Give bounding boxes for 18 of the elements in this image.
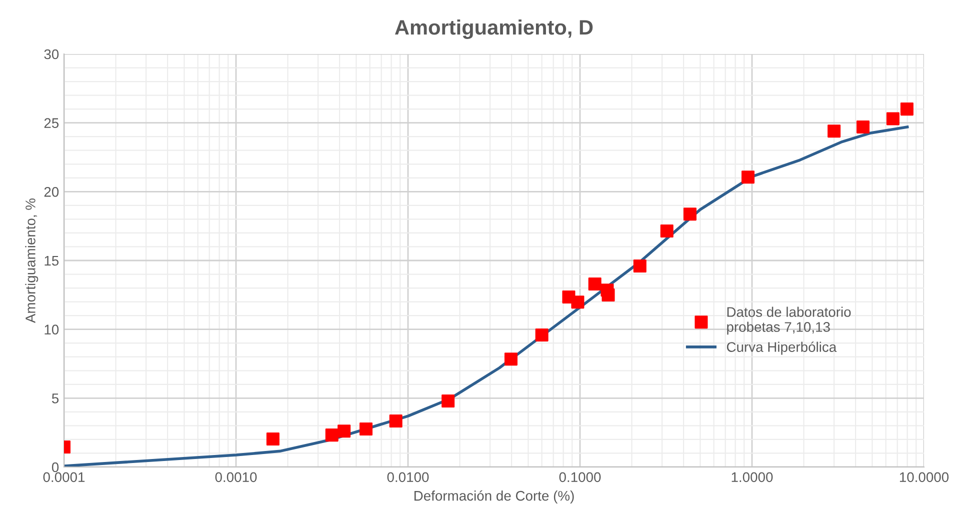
y-axis-title: Amortiguamiento, % (25, 198, 38, 323)
y-tick-label: 0 (52, 462, 59, 472)
legend-label: Curva Hiperbólica (726, 342, 837, 355)
legend-label: Datos de laboratorio probetas 7,10,13 (727, 306, 851, 335)
x-tick-label: 0.0001 (43, 472, 85, 482)
y-tick-label: 30 (44, 49, 59, 60)
y-tick-label: 10 (44, 324, 59, 335)
y-tick-label: 25 (44, 118, 59, 128)
x-tick-label: 0.0100 (387, 472, 429, 482)
chart-title: Amortiguamiento, D (394, 19, 593, 39)
y-tick-label: 5 (52, 394, 59, 404)
x-axis-title: Deformación de Corte (%) (414, 490, 574, 504)
y-tick-label: 20 (44, 187, 59, 197)
x-tick-label: 0.1000 (559, 472, 601, 482)
x-tick-label: 0.0010 (215, 472, 257, 482)
y-tick-label: 15 (44, 256, 59, 266)
x-tick-label: 10.0000 (900, 472, 949, 482)
x-tick-label: 1.0000 (732, 472, 773, 482)
